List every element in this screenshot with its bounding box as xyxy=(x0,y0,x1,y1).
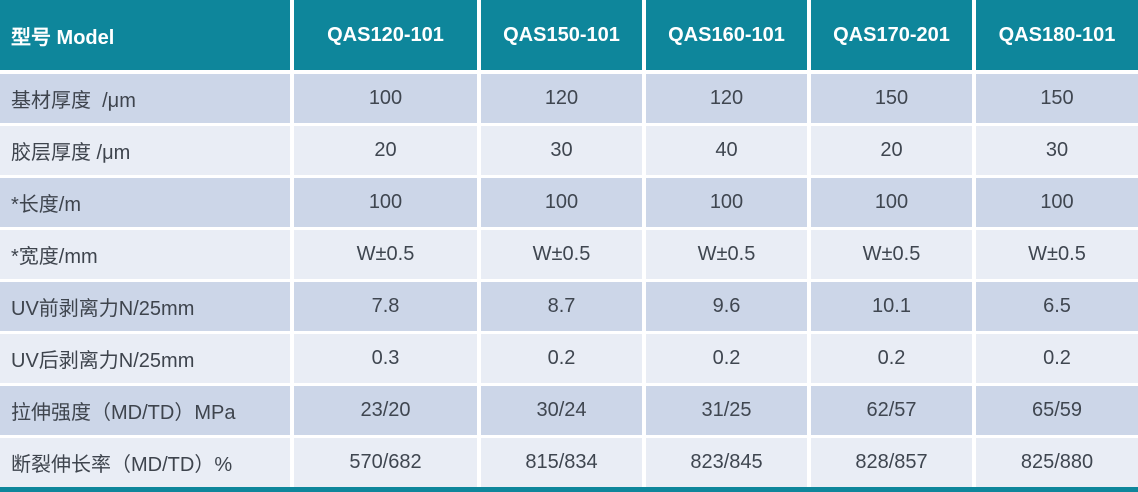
table-row-peel-after-uv: UV后剥离力N/25mm 0.3 0.2 0.2 0.2 0.2 xyxy=(0,334,1138,386)
table-cell: 825/880 xyxy=(976,438,1138,487)
table-row-substrate-thickness: 基材厚度 /μm 100 120 120 150 150 xyxy=(0,74,1138,126)
table-cell: 100 xyxy=(976,178,1138,230)
table-cell: 10.1 xyxy=(811,282,976,334)
table-row-elongation: 断裂伸长率（MD/TD）% 570/682 815/834 823/845 82… xyxy=(0,438,1138,487)
column-header-qas180: QAS180-101 xyxy=(976,0,1138,74)
table-cell: W±0.5 xyxy=(294,230,481,282)
table-cell: 6.5 xyxy=(976,282,1138,334)
table-cell: 100 xyxy=(481,178,646,230)
row-label: 断裂伸长率（MD/TD）% xyxy=(0,438,294,487)
table-cell: 0.2 xyxy=(481,334,646,386)
column-header-qas160: QAS160-101 xyxy=(646,0,811,74)
table-cell: 23/20 xyxy=(294,386,481,438)
row-label: 拉伸强度（MD/TD）MPa xyxy=(0,386,294,438)
table-cell: 30 xyxy=(976,126,1138,178)
table-cell: 150 xyxy=(976,74,1138,126)
table-cell: 31/25 xyxy=(646,386,811,438)
table-cell: 30/24 xyxy=(481,386,646,438)
table-cell: 100 xyxy=(294,178,481,230)
header-row: 型号 Model QAS120-101 QAS150-101 QAS160-10… xyxy=(0,0,1138,74)
table-cell: 40 xyxy=(646,126,811,178)
table-cell: 150 xyxy=(811,74,976,126)
table-cell: 0.3 xyxy=(294,334,481,386)
table-cell: 20 xyxy=(811,126,976,178)
table-cell: 120 xyxy=(481,74,646,126)
table-cell: 100 xyxy=(294,74,481,126)
column-header-qas150: QAS150-101 xyxy=(481,0,646,74)
row-label: UV前剥离力N/25mm xyxy=(0,282,294,334)
row-label: *长度/m xyxy=(0,178,294,230)
table-bottom-accent-bar xyxy=(0,487,1138,492)
table-cell: W±0.5 xyxy=(811,230,976,282)
table-cell: 0.2 xyxy=(811,334,976,386)
table-cell: 0.2 xyxy=(646,334,811,386)
table-cell: 815/834 xyxy=(481,438,646,487)
table-cell: 30 xyxy=(481,126,646,178)
table-cell: 823/845 xyxy=(646,438,811,487)
table-cell: 62/57 xyxy=(811,386,976,438)
table-row-peel-before-uv: UV前剥离力N/25mm 7.8 8.7 9.6 10.1 6.5 xyxy=(0,282,1138,334)
row-label: UV后剥离力N/25mm xyxy=(0,334,294,386)
table-row-tensile-strength: 拉伸强度（MD/TD）MPa 23/20 30/24 31/25 62/57 6… xyxy=(0,386,1138,438)
table-cell: W±0.5 xyxy=(481,230,646,282)
column-header-qas120: QAS120-101 xyxy=(294,0,481,74)
table-cell: 0.2 xyxy=(976,334,1138,386)
table-cell: 65/59 xyxy=(976,386,1138,438)
table-row-width: *宽度/mm W±0.5 W±0.5 W±0.5 W±0.5 W±0.5 xyxy=(0,230,1138,282)
table-cell: 7.8 xyxy=(294,282,481,334)
row-label: 胶层厚度 /μm xyxy=(0,126,294,178)
row-label: *宽度/mm xyxy=(0,230,294,282)
table-cell: 9.6 xyxy=(646,282,811,334)
table-cell: 828/857 xyxy=(811,438,976,487)
table-cell: 570/682 xyxy=(294,438,481,487)
table-row-adhesive-thickness: 胶层厚度 /μm 20 30 40 20 30 xyxy=(0,126,1138,178)
column-header-qas170: QAS170-201 xyxy=(811,0,976,74)
table-cell: 8.7 xyxy=(481,282,646,334)
table-cell: 20 xyxy=(294,126,481,178)
table-cell: 100 xyxy=(811,178,976,230)
table-cell: W±0.5 xyxy=(646,230,811,282)
row-label: 基材厚度 /μm xyxy=(0,74,294,126)
table-row-length: *长度/m 100 100 100 100 100 xyxy=(0,178,1138,230)
table-cell: 120 xyxy=(646,74,811,126)
table-cell: W±0.5 xyxy=(976,230,1138,282)
model-header-cell: 型号 Model xyxy=(0,0,294,74)
table-cell: 100 xyxy=(646,178,811,230)
